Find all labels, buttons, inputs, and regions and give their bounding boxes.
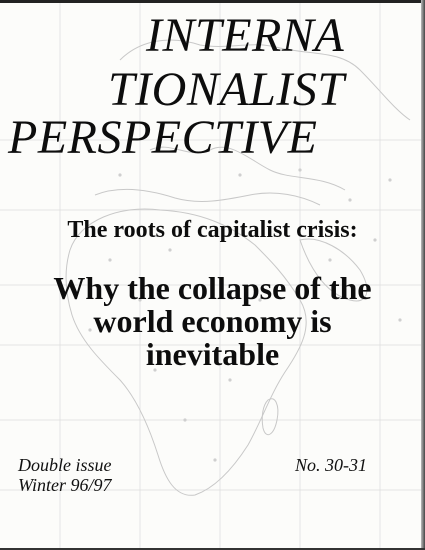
masthead-line-1: INTERNA (146, 9, 345, 62)
scan-edge-bottom (0, 548, 425, 550)
scan-edge-top (0, 0, 425, 3)
cover-headline: Why the collapse of the world economy is… (0, 272, 425, 371)
cover-subtitle: The roots of capitalist crisis: (67, 217, 358, 243)
headline-line-2: world economy is (93, 303, 332, 339)
headline-line-1: Why the collapse of the (53, 270, 372, 306)
issue-type: Double issue (18, 455, 112, 475)
issue-season: Winter 96/97 (18, 475, 112, 495)
scan-edge-right (421, 0, 425, 550)
masthead-line-2: TIONALIST (108, 63, 345, 116)
masthead-line-3: PERSPECTIVE (8, 111, 318, 164)
headline-line-3: inevitable (145, 336, 280, 372)
issue-number: No. 30-31 (295, 455, 367, 475)
issue-info: Double issue Winter 96/97 (18, 455, 112, 495)
